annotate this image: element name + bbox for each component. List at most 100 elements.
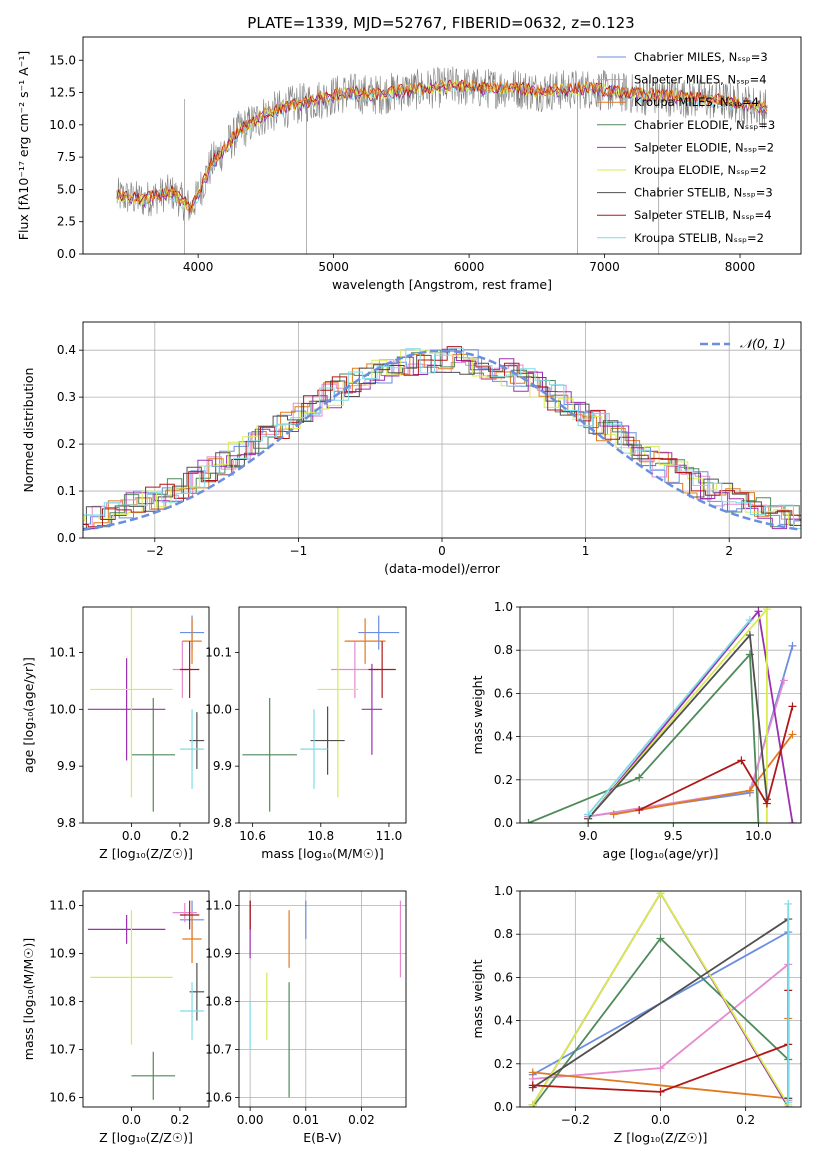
x-tick-label: 9.0 [579, 829, 598, 843]
x-tick-label: 0.0 [122, 1113, 141, 1127]
weight_vs_Z-axes: −0.2 0.0 0.2 0.0 0.2 0.4 0.6 0.8 1.0 Z [log₁₀(Z/Z… [470, 884, 801, 1145]
x-axis-label: Z [log₁₀(Z/Z☉)] [614, 1130, 708, 1145]
weight-marker-chabrier_elodie [524, 819, 533, 823]
weight-line-salpeter_elodie [587, 609, 794, 823]
y-tick-label: 11.0 [205, 898, 232, 912]
x-tick-label: 7000 [589, 260, 620, 274]
x-tick-label: 5000 [318, 260, 349, 274]
y-tick-label: 0.4 [494, 730, 513, 744]
weight-line-kroupa_stelib [587, 619, 751, 815]
y-tick-label: 10.0 [205, 702, 232, 716]
weight-marker-salpeter_elodie [788, 819, 797, 823]
mass_vs_Z-axes: 0.0 0.2 10.6 10.7 10.8 10.9 11.0 Z [log₁₀(Z/Z☉)… [21, 898, 193, 1145]
y-tick-label: 0.0 [57, 531, 76, 545]
spectrum-axes: 4000 5000 6000 7000 8000 0.0 2.5 5.0 7.5 10.0 12.5… [16, 51, 755, 292]
plot-frame [238, 890, 407, 1108]
spectrum-lines [116, 66, 768, 254]
y-tick-label: 10.6 [205, 1090, 232, 1104]
x-tick-label: 0.01 [292, 1113, 319, 1127]
x-tick-label: 11.0 [376, 829, 403, 843]
x-tick-label: 0.00 [237, 1113, 264, 1127]
residual-histogram-chabrier_stelib [83, 354, 801, 530]
x-tick-label: −1 [290, 544, 308, 558]
plot-frame [82, 606, 210, 824]
y-tick-label: 0.6 [494, 970, 513, 984]
legend-entry: Chabrier ELODIE, Nₛₛₚ=3 [634, 118, 775, 132]
x-tick-label: 0.0 [122, 829, 141, 843]
y-tick-label: 10.9 [205, 946, 232, 960]
x-axis-label: mass [log₁₀(M/M☉)] [261, 846, 383, 861]
x-tick-label: 0.0 [651, 1113, 670, 1127]
weight-marker-chabrier_stelib [745, 631, 754, 640]
weight_vs_age-series [524, 607, 797, 823]
weight-marker-kroupa_elodie [762, 819, 771, 823]
age_vs_Z-points [87, 607, 205, 812]
y-tick-label: 0.1 [57, 484, 76, 498]
legend-entry: Chabrier MILES, Nₛₛₚ=3 [634, 50, 768, 64]
normal-curve [83, 349, 801, 532]
y-tick-label: 0.3 [57, 390, 76, 404]
y-tick-label: 12.5 [49, 86, 76, 100]
y-axis-label: mass [log₁₀(M/M☉)] [21, 938, 36, 1060]
plot-frame [82, 890, 210, 1108]
y-tick-label: 11.0 [49, 898, 76, 912]
y-tick-label: 7.5 [57, 150, 76, 164]
y-tick-label: 1.0 [494, 884, 513, 898]
weight-line-chabrier_elodie [528, 652, 760, 823]
y-tick-label: 10.8 [205, 994, 232, 1008]
plot-frame [519, 890, 802, 1108]
residual-histogram-salpeter_stelib [83, 346, 801, 528]
weight-marker-chabrier_elodie [656, 934, 665, 943]
x-tick-label: 0 [438, 544, 446, 558]
weight_vs_Z-series [528, 891, 793, 1107]
y-tick-label: 0.0 [494, 816, 513, 830]
y-axis-label: age [log₁₀(age/yr)] [21, 657, 36, 773]
weight-marker-salpeter_miles [656, 1064, 665, 1073]
residual-histogram-chabrier_elodie [83, 349, 801, 530]
age_vs_mass-axes: 10.6 10.8 11.0 9.8 9.9 10.0 10.1 mass [log₁₀(M/… [205, 645, 402, 861]
weight-marker-salpeter_stelib [737, 756, 746, 765]
x-tick-label: 8000 [725, 260, 756, 274]
y-tick-label: 9.8 [57, 816, 76, 830]
y-tick-label: 9.9 [57, 759, 76, 773]
residual-histograms [83, 346, 801, 532]
weight-marker-salpeter_stelib [788, 702, 797, 711]
model-spectrum-kroupa_miles [116, 79, 768, 214]
y-tick-label: 10.7 [49, 1042, 76, 1056]
y-tick-label: 10.1 [49, 645, 76, 659]
weight-marker-kroupa_stelib [784, 1098, 793, 1107]
weight-marker-salpeter_stelib [656, 1087, 665, 1096]
y-tick-label: 10.8 [49, 994, 76, 1008]
mass_vs_Z-points [87, 900, 205, 1100]
x-tick-label: 6000 [454, 260, 485, 274]
y-tick-label: 0.6 [494, 686, 513, 700]
legend-entry: Salpeter MILES, Nₛₛₚ=4 [634, 73, 767, 87]
x-axis-label: wavelength [Angstrom, rest frame] [332, 277, 552, 292]
weight-marker-salpeter_stelib [635, 806, 644, 815]
y-tick-label: 9.8 [213, 816, 232, 830]
weight-marker-kroupa_stelib [584, 810, 593, 819]
x-tick-label: −2 [146, 544, 164, 558]
y-tick-label: 9.9 [213, 759, 232, 773]
y-tick-label: 10.1 [205, 645, 232, 659]
weight-marker-kroupa_miles [788, 730, 797, 739]
y-axis-label: Normed distribution [21, 368, 36, 493]
plot-frame [82, 36, 802, 255]
weight-marker-kroupa_miles [745, 786, 754, 795]
x-tick-label: 10.6 [239, 829, 266, 843]
mass_vs_ebv-points [249, 900, 402, 1098]
y-tick-label: 0.8 [494, 643, 513, 657]
x-tick-label: 0.2 [170, 1113, 189, 1127]
weight-marker-chabrier_miles [788, 641, 797, 650]
age_vs_mass-points [242, 607, 400, 812]
weight-marker-chabrier_elodie [754, 819, 763, 823]
y-tick-label: 0.8 [494, 927, 513, 941]
panels-layer: 4000 5000 6000 7000 80000.02.55.07.510.012.5… [16, 36, 802, 1145]
y-tick-label: 0.2 [494, 773, 513, 787]
y-axis-label: mass weight [470, 959, 485, 1038]
plot-frame [82, 321, 802, 539]
y-tick-label: 10.6 [49, 1090, 76, 1104]
y-tick-label: 0.0 [57, 247, 76, 261]
weight-marker-kroupa_stelib [745, 615, 754, 624]
